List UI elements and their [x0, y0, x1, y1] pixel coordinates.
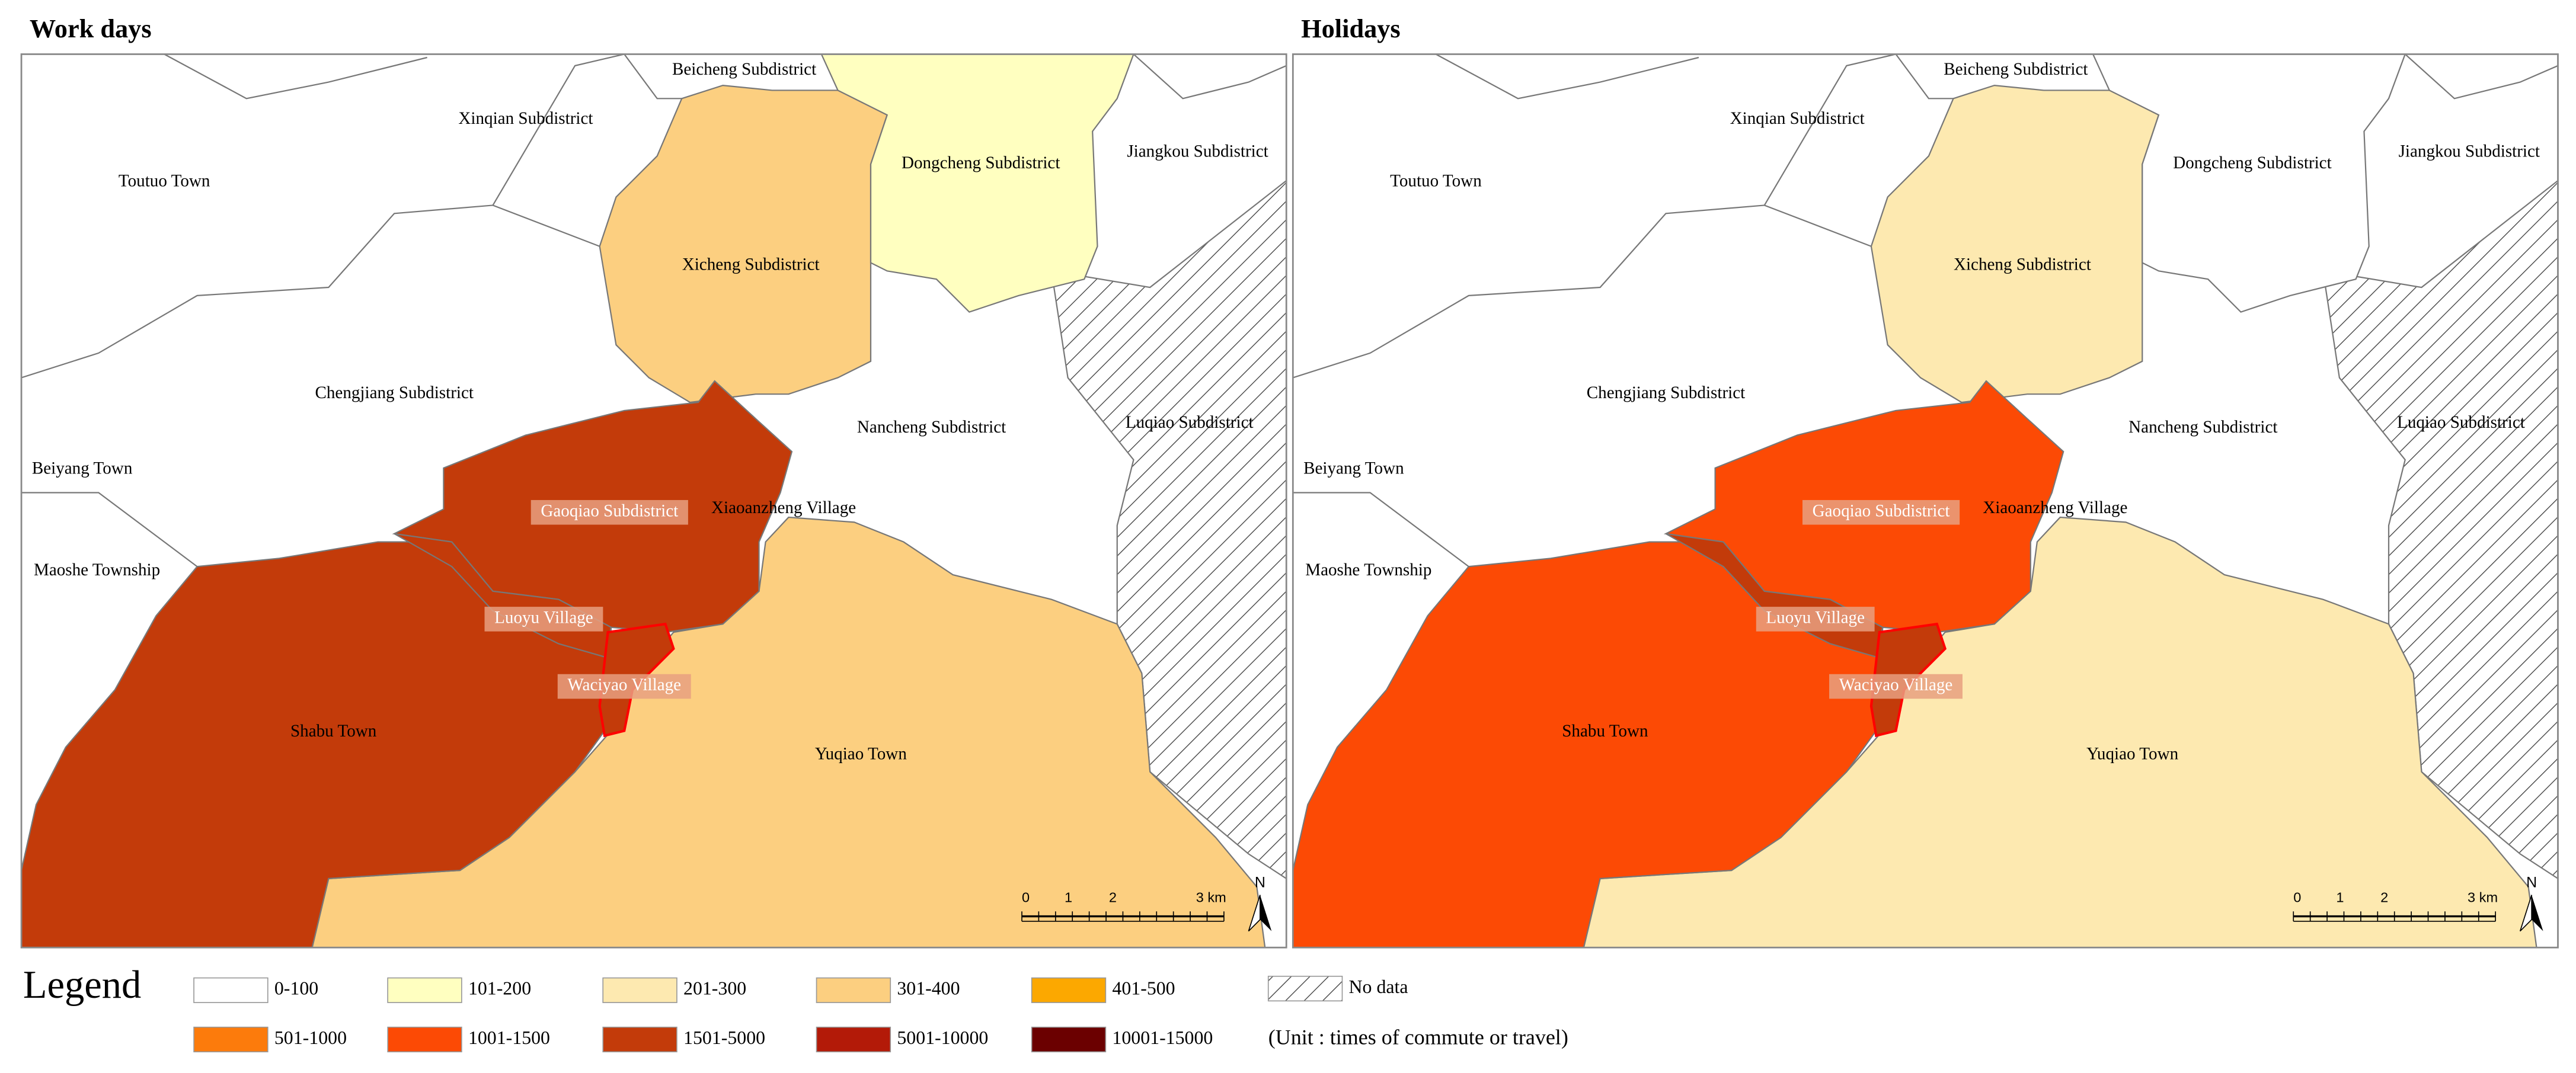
legend-label: 0-100	[274, 978, 318, 999]
legend-swatch	[1267, 975, 1343, 1002]
panel-frame	[1292, 53, 2559, 949]
place-label: Yuqiao Town	[2086, 745, 2178, 764]
boundary	[1293, 492, 1469, 568]
legend-label: 5001-10000	[897, 1027, 988, 1048]
boundary	[1895, 54, 1954, 100]
panel-shapes: Beicheng Subdistrict Xinqian Subdistrict T…	[1293, 54, 2558, 948]
dongcheng-region	[820, 54, 1134, 313]
place-label: Jiangkou Subdistrict	[2399, 142, 2540, 161]
legend-label: 301-400	[897, 978, 960, 999]
legend-label: 1001-1500	[468, 1027, 550, 1048]
place-label: Toutuo Town	[1390, 171, 1482, 190]
place-label: Luqiao Subdistrict	[1126, 413, 1254, 432]
place-label: Xicheng Subdistrict	[682, 255, 820, 274]
place-label: Beicheng Subdistrict	[1944, 60, 2088, 79]
legend-swatch	[387, 1026, 462, 1053]
label-box	[557, 674, 691, 699]
legend-swatch	[387, 977, 462, 1003]
place-label: Waciyao Village	[1839, 675, 1953, 694]
place-label: Nancheng Subdistrict	[2128, 418, 2277, 437]
panel-frame	[20, 53, 1287, 949]
legend-swatch	[816, 1026, 891, 1053]
scale-label: 0	[2293, 889, 2301, 905]
place-label: Shabu Town	[1562, 722, 1648, 741]
legend-label: 201-300	[683, 978, 746, 999]
place-label: Beiyang Town	[32, 459, 133, 478]
place-label: Xiaoanzheng Village	[711, 498, 856, 517]
place-label: Beicheng Subdistrict	[672, 60, 816, 79]
boundary	[2404, 54, 2558, 100]
legend-label: 10001-15000	[1112, 1027, 1213, 1048]
unit-note: (Unit : times of commute or travel)	[1268, 1026, 1568, 1049]
boundary	[1763, 54, 1896, 206]
legend-label: 101-200	[468, 978, 531, 999]
legend-swatch	[1031, 1026, 1107, 1053]
legend-swatch	[193, 1026, 269, 1053]
panel-title: Work days	[30, 14, 152, 43]
scale-label: 1	[2336, 889, 2344, 905]
place-label: Xinqian Subdistrict	[1730, 109, 1865, 128]
legend-label: 1501-5000	[683, 1027, 765, 1048]
place-label: Dongcheng Subdistrict	[902, 153, 1060, 172]
scale-label: 3 km	[1196, 889, 1226, 905]
boundary	[492, 54, 625, 206]
place-label: Gaoqiao Subdistrict	[1813, 501, 1950, 520]
place-label: Luqiao Subdistrict	[2397, 413, 2525, 432]
place-label: Gaoqiao Subdistrict	[541, 501, 678, 520]
legend-label: 401-500	[1112, 978, 1175, 999]
label-box	[1756, 607, 1875, 632]
place-label: Xinqian Subdistrict	[458, 109, 593, 128]
place-label: Shabu Town	[290, 722, 377, 741]
place-label: Jiangkou Subdistrict	[1127, 142, 1268, 161]
place-label: Chengjiang Subdistrict	[1587, 383, 1745, 402]
legend-swatch	[1031, 977, 1107, 1003]
place-label: Beiyang Town	[1303, 459, 1404, 478]
panel-shapes: Beicheng Subdistrict Xinqian Subdistrict T…	[21, 54, 1287, 948]
place-label: Chengjiang Subdistrict	[315, 383, 473, 402]
legend-label: 501-1000	[274, 1027, 347, 1048]
place-label: Maoshe Township	[1305, 560, 1431, 579]
panel-title: Holidays	[1301, 14, 1401, 43]
boundary	[1435, 54, 1699, 100]
dongcheng-region	[2092, 54, 2406, 313]
place-label: Xiaoanzheng Village	[1983, 498, 2127, 517]
label-box	[1802, 499, 1960, 525]
place-label: Luoyu Village	[494, 608, 593, 627]
label-box	[484, 607, 603, 632]
place-label: Xicheng Subdistrict	[1954, 255, 2091, 274]
place-label: Yuqiao Town	[815, 745, 907, 764]
place-label: Nancheng Subdistrict	[857, 418, 1006, 437]
legend-swatch	[602, 977, 677, 1003]
scale-label: 0	[1022, 889, 1030, 905]
scale-label: 2	[1109, 889, 1117, 905]
legend-swatch	[816, 977, 891, 1003]
map-panel: Beicheng Subdistrict Xinqian Subdistrict T…	[21, 54, 1287, 948]
map-panel: Beicheng Subdistrict Xinqian Subdistrict T…	[1293, 54, 2558, 948]
boundary	[1133, 54, 1287, 100]
boundary	[21, 492, 198, 568]
north-label: N	[2526, 875, 2537, 891]
place-label: Luoyu Village	[1766, 608, 1865, 627]
label-box	[530, 499, 688, 525]
scale-label: 1	[1065, 889, 1072, 905]
legend-swatch	[602, 1026, 677, 1053]
place-label: Maoshe Township	[34, 560, 160, 579]
place-label: Waciyao Village	[567, 675, 681, 694]
boundary	[624, 54, 682, 100]
label-box	[1829, 674, 1963, 699]
legend-swatch	[193, 977, 269, 1003]
place-label: Dongcheng Subdistrict	[2173, 153, 2331, 172]
legend-title: Legend	[23, 963, 141, 1007]
place-label: Toutuo Town	[119, 171, 210, 190]
legend-label: No data	[1349, 976, 1408, 997]
north-label: N	[1255, 875, 1265, 891]
scale-label: 2	[2380, 889, 2388, 905]
scale-label: 3 km	[2468, 889, 2498, 905]
boundary	[164, 54, 427, 100]
